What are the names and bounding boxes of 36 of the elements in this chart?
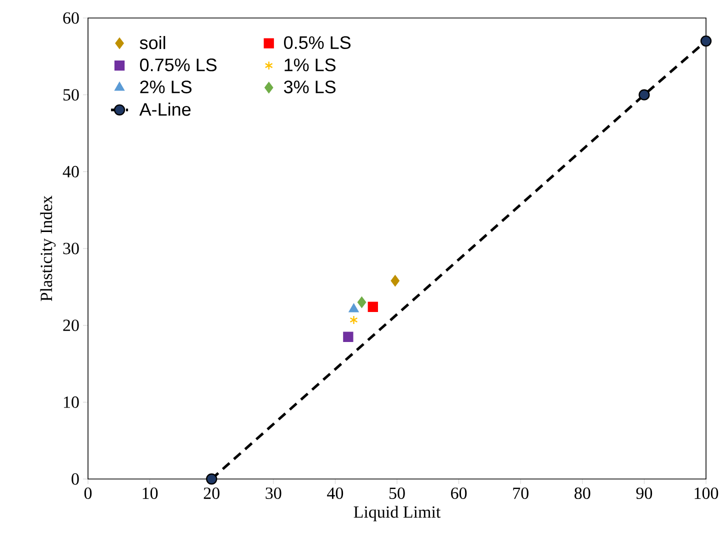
legend-label: 1% LS	[284, 58, 336, 72]
legend-label: 3% LS	[284, 80, 336, 94]
point	[206, 473, 218, 485]
x-axis-title: Liquid Limit	[354, 506, 441, 522]
y-tick-label: 20	[63, 320, 79, 332]
y-tick-label: 10	[64, 396, 79, 408]
legend-label: 2% LS	[140, 80, 192, 94]
x-tick-label: 50	[389, 488, 405, 499]
legend-label: soil	[140, 36, 166, 50]
point	[350, 315, 358, 325]
y-tick-label: 60	[63, 12, 79, 24]
point	[368, 302, 378, 312]
x-tick-label: 20	[204, 488, 220, 499]
x-tick-label: 10	[142, 488, 158, 499]
y-axis-title: Plasticity Index	[40, 196, 56, 302]
point	[343, 332, 354, 342]
y-tick-label: 30	[63, 242, 79, 254]
legend-label: 0.75% LS	[140, 58, 217, 72]
x-tick-label: 80	[574, 488, 590, 499]
y-tick-label: 50	[63, 89, 79, 101]
point	[348, 304, 359, 312]
x-tick-label: 90	[636, 488, 652, 499]
x-tick-label: 100	[694, 488, 718, 499]
y-tick-label: 40	[62, 166, 79, 178]
y-tick-label: 0	[72, 473, 79, 485]
point	[357, 296, 366, 308]
point	[638, 89, 650, 100]
point	[700, 35, 712, 47]
x-tick-label: 40	[327, 488, 344, 499]
legend-label: 0.5% LS	[284, 36, 351, 49]
x-tick-label: 60	[451, 488, 467, 499]
point	[390, 275, 400, 286]
legend-label: A-Line	[139, 102, 191, 116]
x-tick-label: 70	[513, 488, 528, 499]
x-tick-label: 30	[266, 488, 282, 499]
x-tick-label: 0	[84, 488, 92, 499]
